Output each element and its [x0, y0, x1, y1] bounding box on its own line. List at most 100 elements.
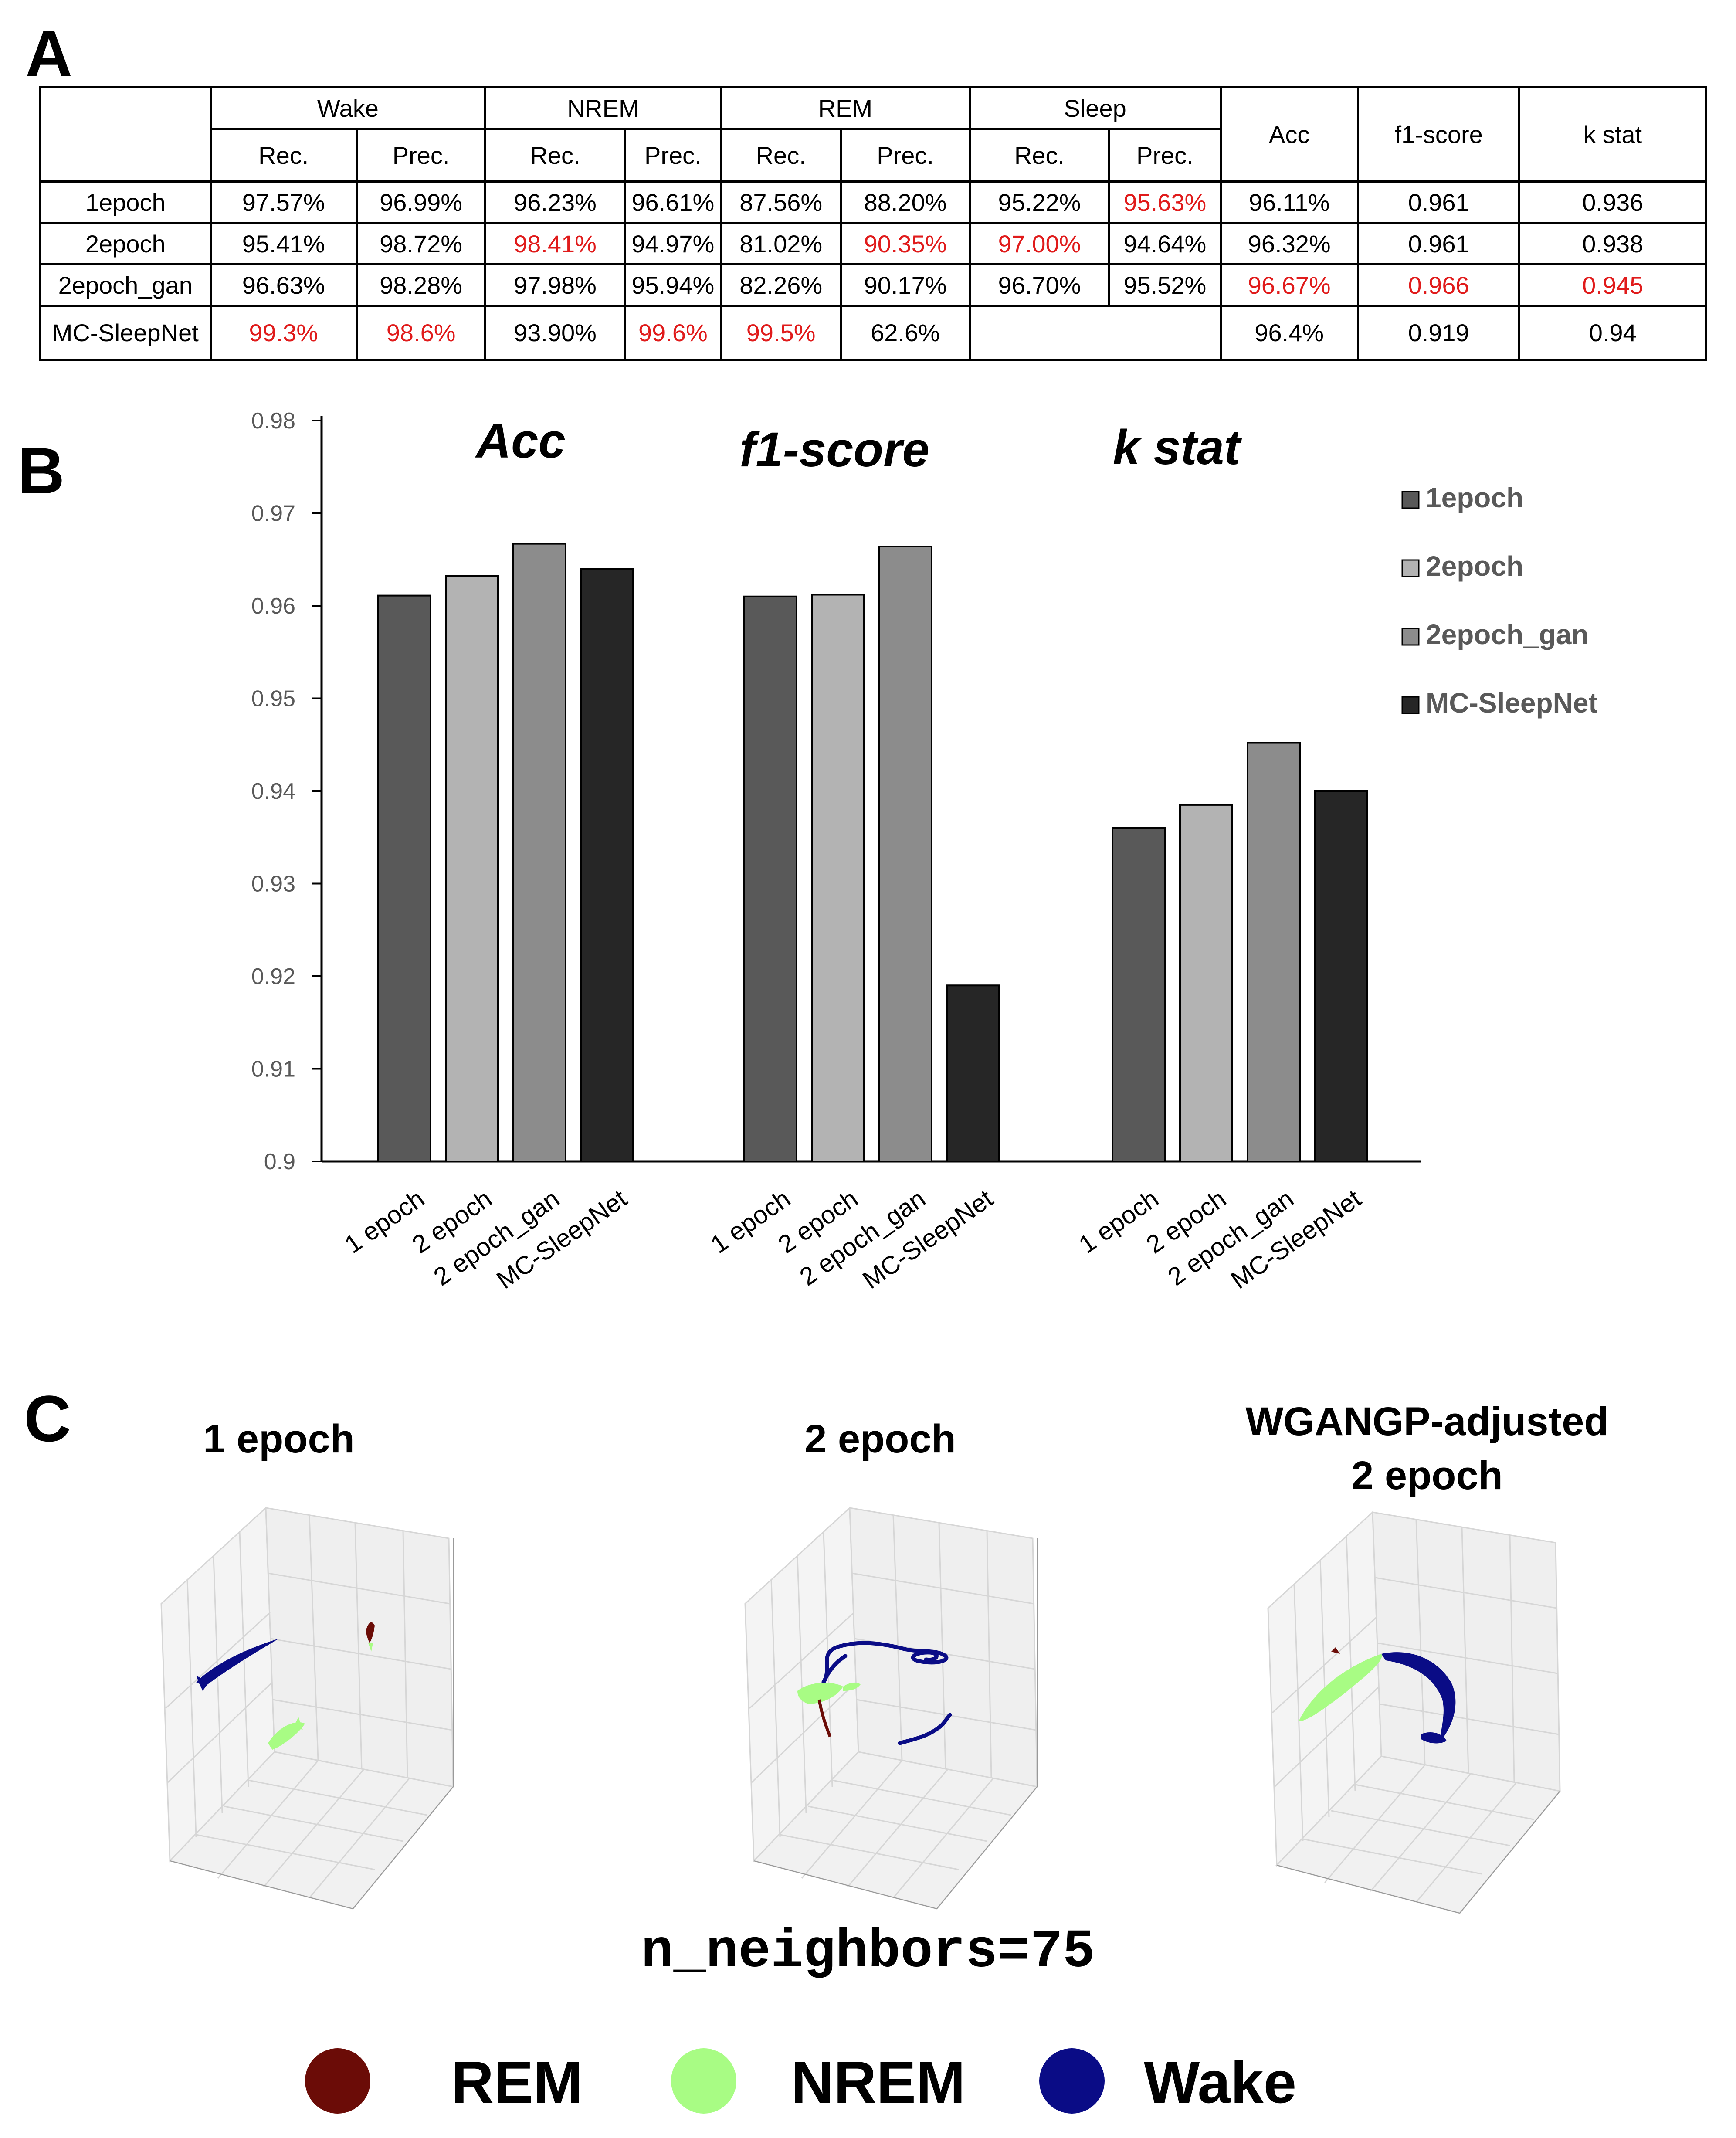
legend-swatch-2epoch	[1401, 559, 1420, 577]
group-header-nrem: NREM	[484, 86, 722, 130]
legend-label-mc-sleepnet: MC-SleepNet	[1426, 687, 1598, 719]
embedding-title-wgangp: WGANGP-adjusted 2 epoch	[1177, 1395, 1678, 1503]
group-title-acc: Acc	[475, 414, 565, 468]
table-cell-empty	[968, 305, 1222, 361]
table-sub-header-row: Rec. Prec. Rec. Prec. Rec. Prec. Rec. Pr…	[41, 128, 1706, 183]
embedding-plot-wgangp	[1267, 1510, 1561, 1914]
bar-1epoch-k-stat	[1112, 827, 1166, 1162]
table-cell-best: 97.00%	[968, 222, 1111, 265]
table-cell: 97.57%	[209, 180, 358, 224]
legend-swatch-mc-sleepnet	[1401, 696, 1420, 714]
legend-dot-wake	[1039, 2048, 1105, 2114]
y-tick-label: 0.92	[251, 964, 295, 989]
bar-2epoch_gan-f1-score	[878, 546, 932, 1162]
y-tick-label: 0.91	[251, 1057, 295, 1082]
metrics-bar-chart: 0.90.910.920.930.940.950.960.970.981 epo…	[251, 408, 1598, 1294]
table-cell: 0.961	[1356, 222, 1521, 265]
table-cell-best: 99.3%	[209, 305, 358, 361]
legend-dot-nrem	[671, 2048, 736, 2114]
embedding-title-wgangp-line1: WGANGP-adjusted	[1245, 1399, 1609, 1444]
y-tick-label: 0.96	[251, 594, 295, 619]
table-cell: 82.26%	[720, 263, 842, 307]
sub-header: Rec.	[209, 128, 358, 183]
table-group-header-row: Wake NREM REM Sleep Acc f1-score k stat	[39, 86, 1707, 183]
table-cell: 95.22%	[968, 180, 1111, 224]
y-tick-label: 0.97	[251, 501, 295, 526]
bar-mc-sleepnet-f1-score	[946, 984, 1000, 1162]
table-cell-best: 0.966	[1356, 263, 1521, 307]
table-cell: 62.6%	[840, 305, 971, 361]
group-title-k-stat: k stat	[1113, 420, 1242, 475]
bar-2epoch-k-stat	[1179, 804, 1233, 1162]
embedding-plot-2epoch	[744, 1506, 1038, 1910]
sub-header: Rec.	[968, 128, 1111, 183]
table-cell: 96.70%	[968, 263, 1111, 307]
table-corner-cell	[39, 86, 212, 183]
table-cell-best: 95.63%	[1108, 180, 1222, 224]
table-cell: 95.94%	[624, 263, 722, 307]
sub-header: Prec.	[1108, 128, 1222, 183]
embedding-title-1epoch: 1 epoch	[203, 1417, 355, 1461]
panel-label-b: B	[17, 434, 65, 507]
table-cell: 94.97%	[624, 222, 722, 265]
table-cell: 0.94	[1518, 305, 1707, 361]
table-cell: 0.919	[1356, 305, 1521, 361]
panel-label-a: A	[25, 17, 73, 90]
table-cell: 81.02%	[720, 222, 842, 265]
table-cell: 95.52%	[1108, 263, 1222, 307]
metric-header-f1: f1-score	[1356, 86, 1521, 183]
table-cell: 88.20%	[840, 180, 971, 224]
legend-swatch-1epoch	[1401, 491, 1420, 509]
sub-header: Rec.	[484, 128, 626, 183]
table-cell: 98.72%	[355, 222, 487, 265]
table-cell: 94.64%	[1108, 222, 1222, 265]
table-cell: 96.23%	[484, 180, 626, 224]
table-cell-best: 98.41%	[484, 222, 626, 265]
table-cell: 95.41%	[209, 222, 358, 265]
legend-swatch-2epoch_gan	[1401, 628, 1420, 646]
table-cell-best: 0.945	[1518, 263, 1707, 307]
table-cell: 96.63%	[209, 263, 358, 307]
table-cell: 0.961	[1356, 180, 1521, 224]
row-label: MC-SleepNet	[39, 305, 212, 361]
bar-mc-sleepnet-k-stat	[1314, 790, 1368, 1162]
y-tick-label: 0.95	[251, 686, 295, 712]
bar-2epoch-f1-score	[811, 594, 865, 1162]
table-cell-best: 99.5%	[720, 305, 842, 361]
table-row: MC-SleepNet 99.3% 98.6% 93.90% 99.6% 99.…	[39, 305, 1707, 361]
table-cell: 87.56%	[720, 180, 842, 224]
group-header-wake: Wake	[209, 86, 487, 130]
legend-dot-rem	[305, 2048, 370, 2114]
table-row: 2epoch 95.41% 98.72% 98.41% 94.97% 81.02…	[39, 222, 1707, 265]
y-tick-label: 0.98	[251, 408, 295, 434]
table-row: 1epoch 97.57% 96.99% 96.23% 96.61% 87.56…	[39, 180, 1707, 224]
table-cell: 90.17%	[840, 263, 971, 307]
metric-header-kstat: k stat	[1518, 86, 1707, 183]
bar-1epoch-acc	[377, 594, 431, 1162]
bar-1epoch-f1-score	[743, 595, 797, 1162]
y-tick-label: 0.9	[264, 1149, 295, 1174]
embedding-plot-1epoch	[160, 1506, 454, 1910]
bar-2epoch_gan-acc	[512, 543, 566, 1162]
row-label: 2epoch	[39, 222, 212, 265]
legend-label-wake: Wake	[1144, 2049, 1297, 2115]
table-cell-best: 98.6%	[355, 305, 487, 361]
row-label: 1epoch	[39, 180, 212, 224]
panel-label-c: C	[24, 1382, 71, 1455]
sub-header: Rec.	[720, 128, 842, 183]
group-header-sleep: Sleep	[968, 86, 1222, 130]
table-cell: 96.61%	[624, 180, 722, 224]
table-cell: 93.90%	[484, 305, 626, 361]
group-header-rem: REM	[720, 86, 971, 130]
table-cell-best: 90.35%	[840, 222, 971, 265]
table-cell: 0.936	[1518, 180, 1707, 224]
table-cell: 97.98%	[484, 263, 626, 307]
sub-header: Prec.	[355, 128, 487, 183]
table-cell-best: 99.6%	[624, 305, 722, 361]
table-cell: 0.938	[1518, 222, 1707, 265]
group-title-f1-score: f1-score	[739, 422, 929, 477]
legend-label-2epoch_gan: 2epoch_gan	[1426, 619, 1588, 650]
table-cell: 96.32%	[1219, 222, 1359, 265]
legend-label-1epoch: 1epoch	[1426, 482, 1523, 513]
metric-header-acc: Acc	[1219, 86, 1359, 183]
